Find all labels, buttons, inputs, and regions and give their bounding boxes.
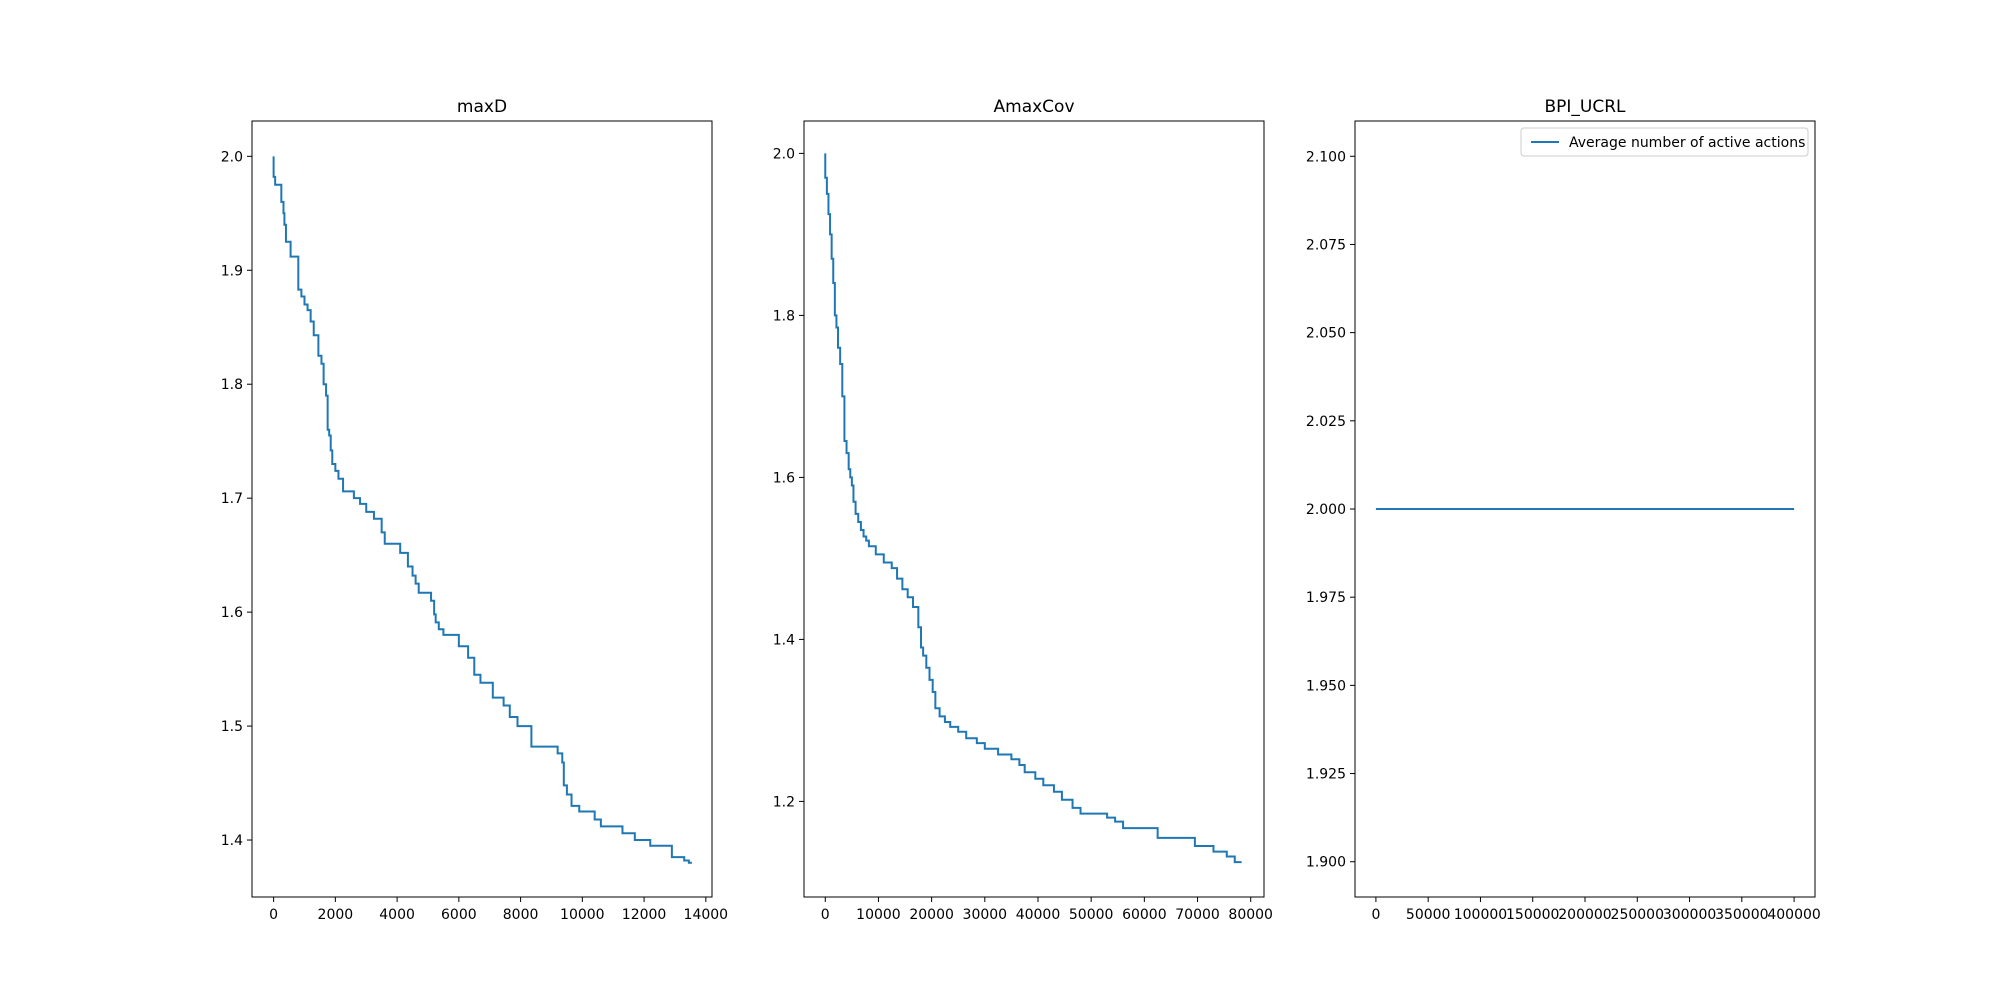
chart-title: maxD bbox=[457, 97, 507, 117]
x-tick-label: 2000 bbox=[318, 907, 354, 923]
x-tick-label: 400000 bbox=[1767, 907, 1820, 923]
x-tick-label: 80000 bbox=[1228, 907, 1273, 923]
axes-frame bbox=[803, 120, 1265, 898]
x-tick-label: 40000 bbox=[1016, 907, 1061, 923]
x-tick-label: 0 bbox=[269, 907, 278, 923]
y-tick-label: 1.6 bbox=[773, 470, 795, 486]
legend-label: Average number of active actions bbox=[1569, 135, 1805, 151]
series-line-1 bbox=[824, 153, 1242, 864]
x-tick-label: 300000 bbox=[1663, 907, 1716, 923]
y-tick-label: 1.2 bbox=[773, 794, 795, 810]
y-tick-label: 2.075 bbox=[1306, 237, 1346, 253]
legend-box bbox=[1520, 127, 1809, 157]
x-tick-label: 150000 bbox=[1506, 907, 1559, 923]
x-tick-label: 4000 bbox=[379, 907, 415, 923]
x-tick-label: 50000 bbox=[1406, 907, 1451, 923]
y-tick-label: 2.100 bbox=[1306, 149, 1346, 165]
chart-panel-2: AmaxCov 0 10000 20000 30000 40000 50000 60000 70… bbox=[773, 97, 1273, 923]
chart-title: AmaxCov bbox=[994, 97, 1075, 117]
y-tick-label: 1.7 bbox=[221, 491, 243, 507]
y-tick-label: 1.900 bbox=[1306, 855, 1346, 871]
axes-frame bbox=[251, 120, 713, 898]
x-tick-label: 350000 bbox=[1715, 907, 1768, 923]
y-tick-label: 1.925 bbox=[1306, 767, 1346, 783]
x-tick-label: 0 bbox=[1371, 907, 1380, 923]
y-tick-label: 2.050 bbox=[1306, 326, 1346, 342]
x-tick-label: 50000 bbox=[1069, 907, 1114, 923]
y-tick-label: 1.4 bbox=[773, 632, 795, 648]
x-tick-label: 10000 bbox=[560, 907, 605, 923]
y-tick-label: 2.0 bbox=[773, 146, 795, 162]
chart-panel-3: BPI_UCRL 0 50000 10000015000020000025000030… bbox=[1306, 97, 1821, 923]
y-tick-label: 1.8 bbox=[773, 308, 795, 324]
x-tick-label: 250000 bbox=[1611, 907, 1664, 923]
x-tick-label: 12000 bbox=[622, 907, 667, 923]
series-line-1 bbox=[272, 156, 692, 864]
y-tick-label: 1.9 bbox=[221, 263, 243, 279]
y-tick-label: 1.950 bbox=[1306, 678, 1346, 694]
x-tick-label: 70000 bbox=[1175, 907, 1220, 923]
legend: Average number of active actions bbox=[1520, 127, 1809, 157]
x-tick-label: 30000 bbox=[963, 907, 1008, 923]
x-tick-label: 200000 bbox=[1558, 907, 1611, 923]
y-tick-label: 1.8 bbox=[221, 377, 243, 393]
x-tick-label: 10000 bbox=[856, 907, 901, 923]
x-tick-label: 60000 bbox=[1122, 907, 1167, 923]
y-tick-label: 2.0 bbox=[221, 149, 243, 165]
y-tick-label: 1.6 bbox=[221, 605, 243, 621]
y-tick-label: 2.025 bbox=[1306, 414, 1346, 430]
x-tick-label: 14000 bbox=[684, 907, 729, 923]
x-tick-label: 8000 bbox=[503, 907, 539, 923]
x-tick-label: 20000 bbox=[909, 907, 954, 923]
x-tick-label: 100000 bbox=[1454, 907, 1507, 923]
x-tick-label: 0 bbox=[821, 907, 830, 923]
y-tick-label: 2.000 bbox=[1306, 502, 1346, 518]
x-tick-label: 6000 bbox=[441, 907, 477, 923]
y-tick-label: 1.4 bbox=[221, 833, 243, 849]
y-tick-label: 1.975 bbox=[1306, 590, 1346, 606]
chart-title: BPI_UCRL bbox=[1544, 97, 1626, 117]
axes-frame bbox=[1354, 120, 1816, 898]
chart-panel-1: maxD 0 2000 4000 6000 8000 10000 12000 14000 1.4 1… bbox=[221, 97, 728, 923]
y-tick-label: 1.5 bbox=[221, 719, 243, 735]
